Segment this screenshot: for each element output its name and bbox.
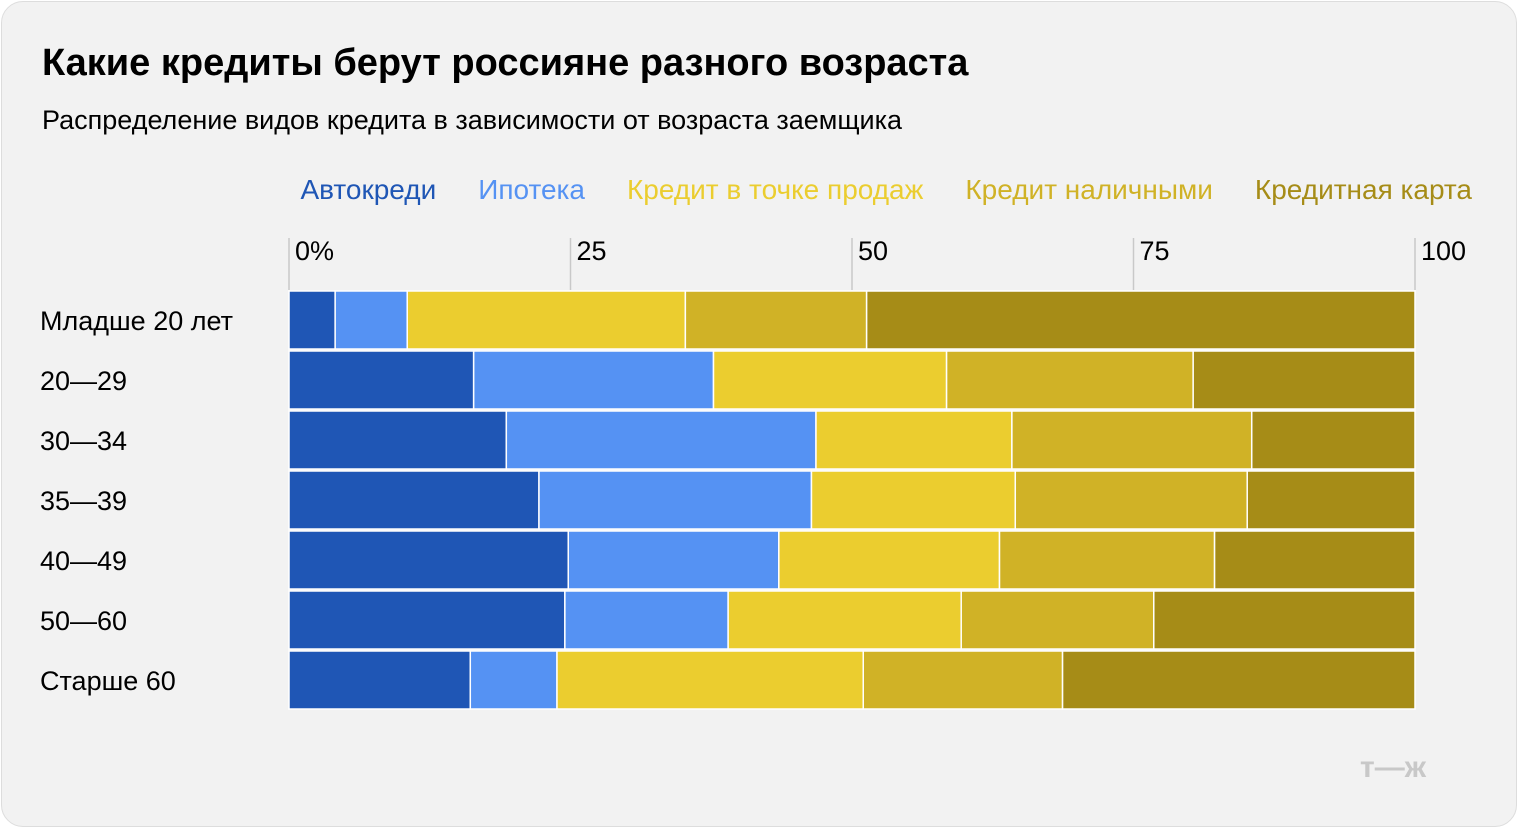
bar-segment (538, 470, 813, 530)
category-label: Старше 60 (40, 666, 176, 696)
bar-segment (334, 290, 408, 350)
legend-item-credit-card: Кредитная карта (1254, 174, 1472, 205)
bar-segment (1061, 650, 1416, 710)
bar-segment (1246, 470, 1416, 530)
x-tick-label: 50 (858, 236, 888, 266)
chart-subtitle: Распределение видов кредита в зависимост… (42, 105, 903, 135)
chart-title: Какие кредиты берут россияне разного воз… (42, 42, 969, 84)
legend-item-autocredit: Автокреди (300, 174, 437, 205)
category-label: 40—49 (40, 546, 127, 576)
x-tick-label: 100 (1421, 236, 1466, 266)
category-label: 50—60 (40, 606, 127, 636)
legend-item-pos-credit: Кредит в точке продаж (626, 174, 924, 205)
bar-segment (469, 650, 558, 710)
bar-segment (1014, 470, 1248, 530)
bar-segment (727, 590, 962, 650)
category-label: 30—34 (40, 426, 127, 456)
bar-segment (778, 530, 1001, 590)
bar-segment (288, 410, 508, 470)
bar-segment (712, 350, 948, 410)
bar-segment (998, 530, 1216, 590)
x-tick-label: 75 (1140, 236, 1170, 266)
bar-segment (288, 650, 472, 710)
bar-segment (1250, 410, 1416, 470)
legend-item-cash-credit: Кредит наличными (965, 174, 1213, 205)
bar-segment (862, 650, 1064, 710)
bar-segment (960, 590, 1155, 650)
bar-segment (288, 290, 336, 350)
x-tick-label: 25 (577, 236, 607, 266)
bar-segment (1213, 530, 1416, 590)
bar-segment (505, 410, 817, 470)
bar-segment (406, 290, 687, 350)
bar-segment (810, 470, 1017, 530)
bar-segment (567, 530, 780, 590)
category-label: Младше 20 лет (40, 306, 233, 336)
bar-segment (1011, 410, 1253, 470)
bar-segment (288, 350, 475, 410)
bar-segment (556, 650, 865, 710)
bar-segment (288, 590, 566, 650)
legend-item-mortgage: Ипотека (478, 174, 585, 205)
category-label: 20—29 (40, 366, 127, 396)
category-label: 35—39 (40, 486, 127, 516)
bar-segment (564, 590, 729, 650)
logo-text: т—ж (1360, 751, 1427, 784)
bar-segment (815, 410, 1013, 470)
bar-segment (472, 350, 715, 410)
x-tick-label: 0% (295, 236, 334, 266)
bar-segment (684, 290, 868, 350)
bar-segment (1192, 350, 1416, 410)
bar-segment (288, 470, 540, 530)
bar-segment (865, 290, 1416, 350)
legend: Автокреди Ипотека Кредит в точке продаж … (300, 174, 1472, 206)
bar-segment (1153, 590, 1416, 650)
tzh-logo: т—ж (1360, 751, 1427, 784)
bar-segment (945, 350, 1194, 410)
bar-segment (288, 530, 569, 590)
